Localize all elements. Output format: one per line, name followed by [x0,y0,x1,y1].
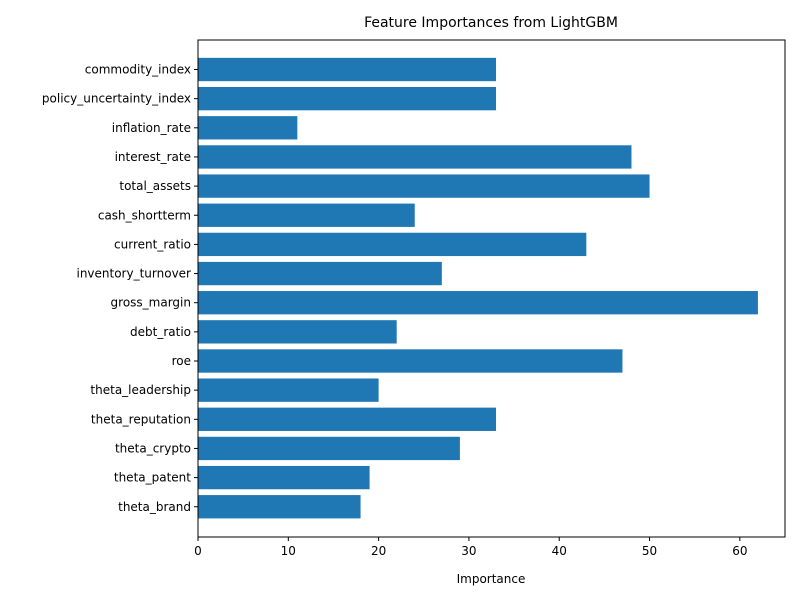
chart-title: Feature Importances from LightGBM [364,15,618,31]
y-tick-label: debt_ratio [130,325,191,339]
bar-theta_leadership [198,378,379,402]
bar-gross_margin [198,291,758,315]
bar-theta_reputation [198,407,497,431]
y-tick-label: interest_rate [115,150,191,164]
y-tick-label: total_assets [119,179,191,193]
plot-frame [197,39,786,538]
bar-policy_uncertainty_index [198,86,497,111]
bar-theta_crypto [198,436,460,461]
y-axis-ticks: commodity_index policy_uncertainty_indexi… [42,63,198,514]
bar-total_assets [198,174,650,198]
y-tick-label: roe [172,354,191,368]
bar-theta_brand [198,495,361,519]
y-tick-label: theta_crypto [115,441,191,455]
y-tick-label: commodity_index [85,63,191,77]
bar-inflation_rate [198,116,298,140]
bar-theta_patent [198,465,370,490]
y-tick-label: theta_brand [118,500,191,514]
bar-inventory_turnover [198,261,442,286]
bar-interest_rate [198,145,632,169]
y-tick-label: gross_margin [111,296,191,310]
y-tick-label: theta_patent [114,471,191,485]
y-tick-label: theta_leadership [90,383,191,397]
bar-cash_shortterm [198,203,415,227]
x-tick-label: 20 [371,544,386,558]
bar-commodity_index [198,57,497,82]
bar-debt_ratio [198,320,397,344]
y-tick-label: current_ratio [114,237,191,251]
y-tick-label: inventory_turnover [76,267,191,281]
bar-roe [198,349,623,373]
y-tick-label: policy_uncertainty_index [42,92,191,106]
x-tick-label: 50 [642,544,657,558]
bar-current_ratio [198,232,587,257]
x-tick-label: 60 [732,544,747,558]
x-tick-label: 30 [461,544,476,558]
x-tick-label: 40 [552,544,567,558]
y-tick-label: cash_shortterm [98,208,191,222]
x-tick-label: 10 [281,544,296,558]
x-tick-label: 0 [194,544,202,558]
x-axis-ticks: 0 10 20 30 40 50 60 [194,537,747,558]
x-axis-label: Importance [457,572,526,586]
y-tick-label: inflation_rate [112,121,191,135]
bars-layer [198,57,758,519]
y-tick-label: theta_reputation [91,412,191,426]
